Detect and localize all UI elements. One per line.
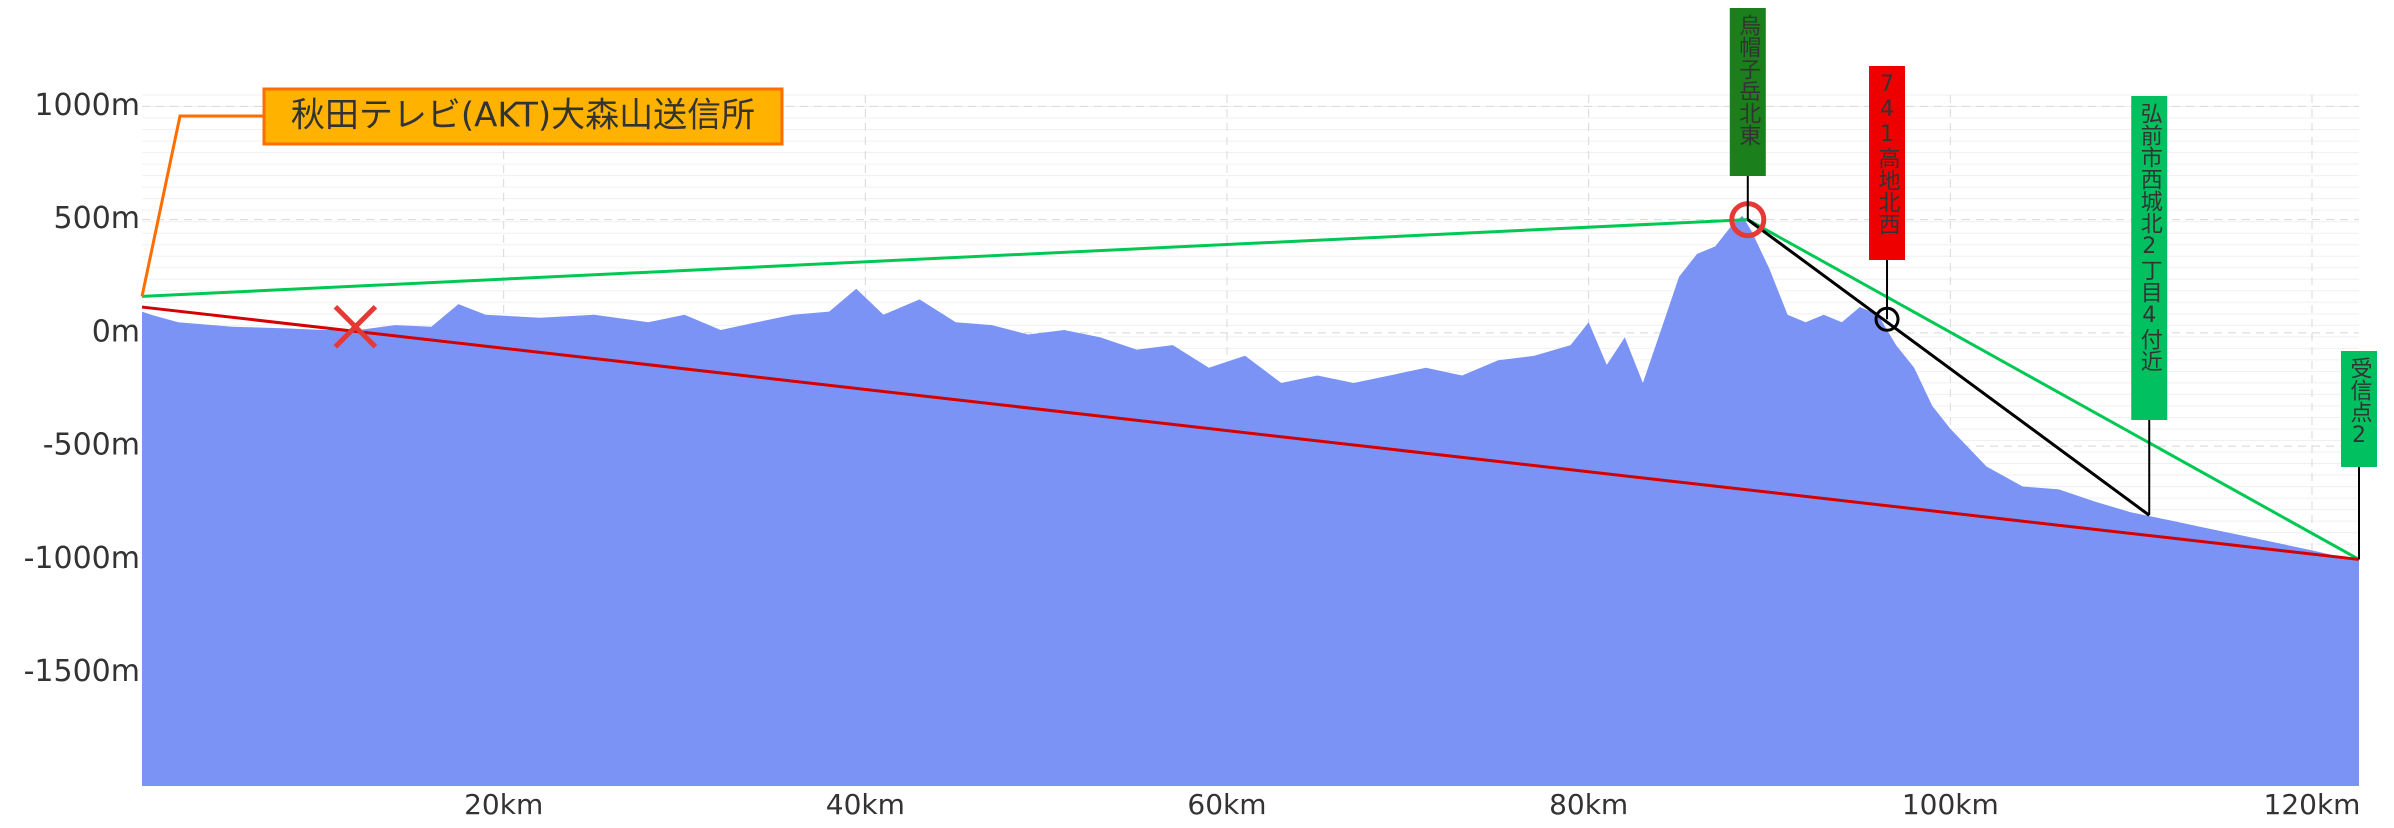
sight-line — [1746, 218, 2151, 517]
y-tick-label: -500m — [43, 428, 140, 463]
y-tick-label: -1500m — [24, 654, 140, 689]
x-tick-label: 100km — [1902, 788, 1999, 821]
y-tick-label: -1000m — [24, 541, 140, 576]
marker-label: 741高地北西 — [1875, 72, 1901, 235]
x-tick-label: 120km — [2264, 788, 2361, 821]
marker-box — [2131, 96, 2168, 420]
marker-label: 烏帽子岳北東 — [1735, 14, 1761, 146]
x-tick-label: 40km — [826, 788, 905, 821]
y-tick-label: 1000m — [34, 88, 140, 123]
transmitter-label: 秋田テレビ(AKT)大森山送信所 — [291, 96, 755, 136]
x-tick-label: 20km — [464, 788, 543, 821]
marker-box — [2341, 351, 2377, 467]
x-tick-label: 60km — [1187, 788, 1266, 821]
marker-box — [1729, 8, 1766, 176]
y-tick-label: 0m — [92, 314, 140, 349]
transmitter-box — [262, 87, 784, 146]
x-tick-label: 80km — [1549, 788, 1628, 821]
marker-box — [1869, 66, 1906, 260]
sight-line — [141, 305, 2360, 561]
obstruction-cross — [333, 305, 378, 349]
y-tick-label: 500m — [54, 201, 140, 236]
transmitter-connector — [140, 114, 264, 297]
marker-label: 受信点2 — [2347, 357, 2373, 448]
terrain-area — [142, 215, 2359, 787]
marker-label: 弘前市西城北2丁目4付近 — [2137, 102, 2163, 372]
